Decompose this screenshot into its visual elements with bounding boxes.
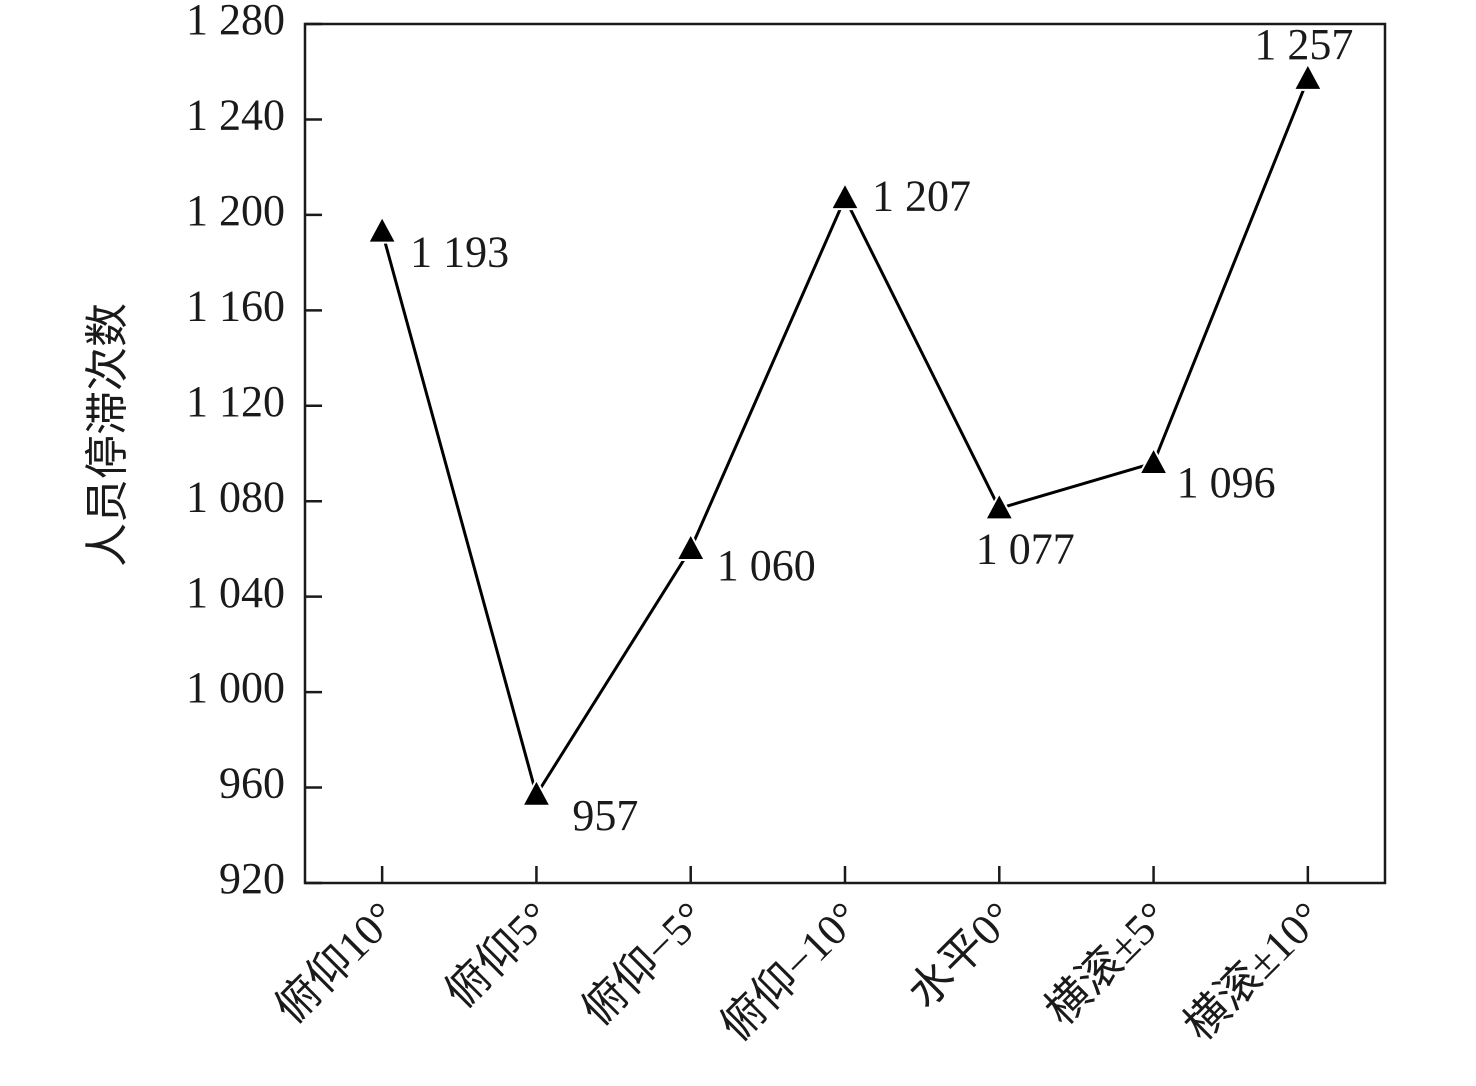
y-tick-label: 1 120 xyxy=(186,377,285,426)
x-tick-label: 俯仰5° xyxy=(436,893,561,1018)
y-tick-label: 1 000 xyxy=(186,663,285,712)
marker xyxy=(520,777,553,807)
data-label: 1 257 xyxy=(1254,20,1353,69)
data-label: 1 096 xyxy=(1177,458,1276,507)
data-label: 957 xyxy=(572,791,638,840)
x-tick-label: 俯仰−10° xyxy=(711,893,869,1051)
x-tick-label: 水平0° xyxy=(899,893,1024,1018)
x-tick-label: 横滚±10° xyxy=(1175,893,1333,1051)
data-label: 1 060 xyxy=(717,541,816,590)
y-tick-label: 920 xyxy=(219,854,285,903)
y-tick-label: 1 280 xyxy=(186,0,285,44)
x-tick-label: 俯仰10° xyxy=(266,893,406,1033)
y-tick-label: 1 040 xyxy=(186,568,285,617)
marker xyxy=(1292,61,1324,91)
x-tick-label: 横滚±5° xyxy=(1036,893,1178,1035)
y-axis-label: 人员停滞次数 xyxy=(83,303,132,567)
x-tick-label: 俯仰−5° xyxy=(572,893,714,1035)
y-tick-label: 1 240 xyxy=(186,91,285,140)
marker xyxy=(675,531,707,561)
y-tick-label: 1 200 xyxy=(186,186,285,235)
marker xyxy=(829,181,861,211)
y-tick-label: 960 xyxy=(219,759,285,808)
data-label: 1 193 xyxy=(410,228,509,277)
marker xyxy=(983,491,1015,521)
marker xyxy=(1137,445,1170,476)
plot-frame xyxy=(303,22,1387,885)
marker xyxy=(366,214,398,244)
y-tick-label: 1 160 xyxy=(186,281,285,330)
y-tick-label: 1 080 xyxy=(186,472,285,521)
data-label: 1 077 xyxy=(976,524,1075,573)
data-label: 1 207 xyxy=(872,171,971,220)
